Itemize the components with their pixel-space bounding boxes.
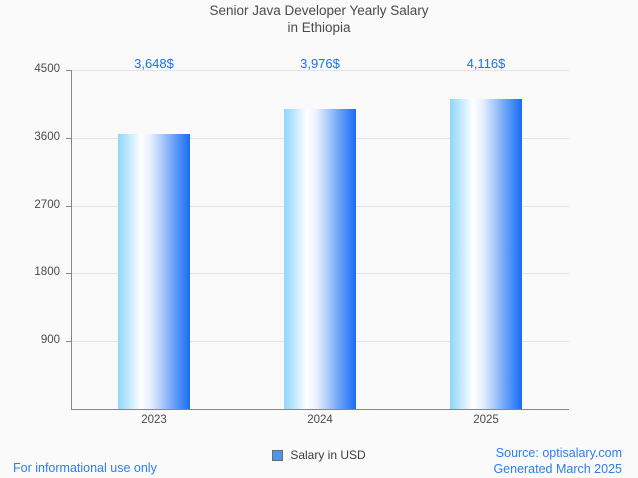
y-axis-tick-label: 3600 xyxy=(34,130,60,143)
plot-area xyxy=(66,70,569,409)
y-axis-tick-label: 1800 xyxy=(34,266,60,279)
legend-item-label: Salary in USD xyxy=(290,448,366,462)
y-tick-mark xyxy=(66,137,71,139)
y-axis-line xyxy=(71,70,72,409)
x-axis-line xyxy=(71,409,569,410)
legend-item-salary-in-usd[interactable]: Salary in USD xyxy=(264,446,374,464)
bar-2025[interactable] xyxy=(450,98,522,409)
y-tick-mark xyxy=(66,70,71,71)
generated-text: Generated March 2025 xyxy=(493,461,622,476)
y-axis-tick-label: 900 xyxy=(40,334,60,347)
chart-title-line-1: Senior Java Developer Yearly Salary xyxy=(209,3,429,18)
chart-title: Senior Java Developer Yearly Salary in E… xyxy=(0,2,638,36)
bar-value-label-2025: 4,116$ xyxy=(466,56,506,71)
y-tick-mark xyxy=(66,341,71,343)
bar-2023[interactable] xyxy=(118,134,190,409)
chart-title-line-2: in Ethiopia xyxy=(287,20,351,35)
gridline xyxy=(71,70,569,71)
chart-legend: Salary in USD xyxy=(0,446,638,464)
x-axis-tick-label-2025: 2025 xyxy=(473,414,499,426)
bar-value-label-2024: 3,976$ xyxy=(300,56,340,71)
x-axis-tick-label-2024: 2024 xyxy=(307,414,333,426)
disclaimer-text: For informational use only xyxy=(13,461,157,475)
y-tick-mark xyxy=(66,205,71,207)
bar-2024[interactable] xyxy=(284,109,356,409)
y-tick-mark xyxy=(66,273,71,275)
x-axis-tick-label-2023: 2023 xyxy=(141,414,167,426)
legend-swatch-icon xyxy=(272,449,284,461)
y-axis-tick-label: 2700 xyxy=(34,198,60,211)
source-text: Source: optisalary.com xyxy=(495,446,622,460)
y-axis-tick-label: 4500 xyxy=(34,63,60,75)
source-block: Source: optisalary.com Generated March 2… xyxy=(493,446,622,477)
bar-value-label-2023: 3,648$ xyxy=(134,56,174,71)
